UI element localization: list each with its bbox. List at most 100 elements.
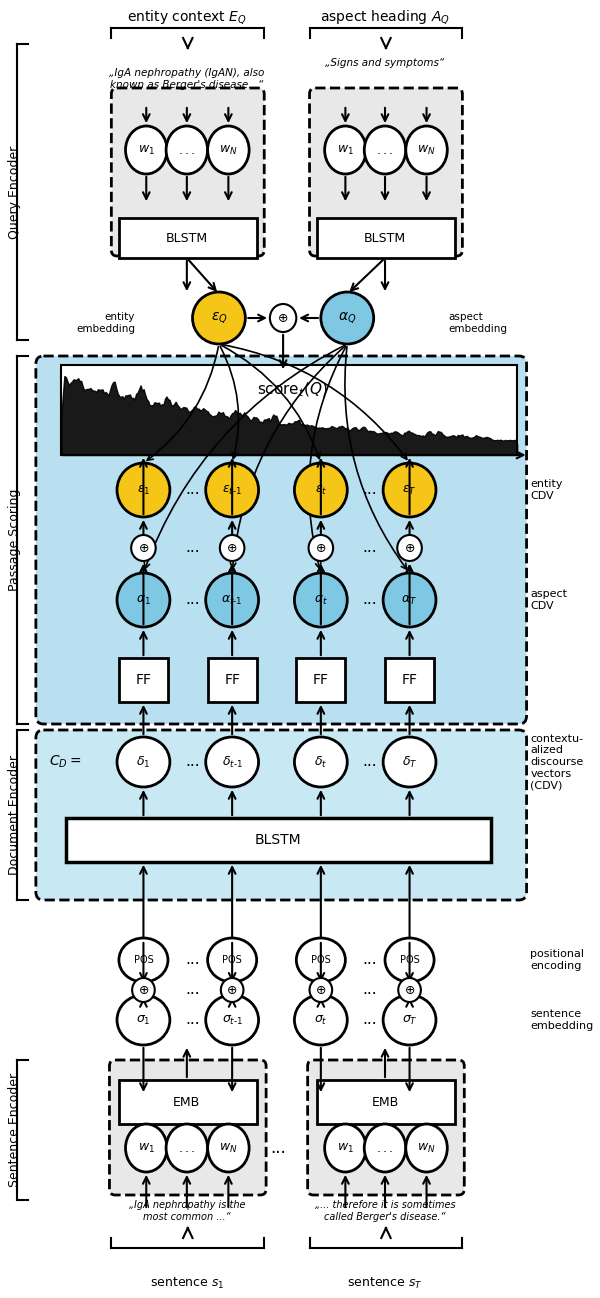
Text: $\epsilon_{t\text{-}1}$: $\epsilon_{t\text{-}1}$: [222, 483, 242, 497]
Text: $\epsilon_Q$: $\epsilon_Q$: [211, 310, 227, 326]
Text: entity context $E_Q$: entity context $E_Q$: [127, 8, 247, 26]
Text: BLSTM: BLSTM: [166, 231, 208, 244]
Text: ...: ...: [185, 754, 200, 770]
Text: $...$: $...$: [376, 1141, 394, 1154]
Text: $C_D =$: $C_D =$: [49, 754, 82, 770]
Text: $\epsilon_1$: $\epsilon_1$: [137, 483, 150, 497]
FancyBboxPatch shape: [112, 88, 264, 256]
Text: FF: FF: [401, 672, 418, 687]
Ellipse shape: [383, 463, 436, 517]
Text: aspect
CDV: aspect CDV: [530, 589, 568, 611]
Text: contextu-
alized
discourse
vectors
(CDV): contextu- alized discourse vectors (CDV): [530, 733, 584, 790]
Text: ...: ...: [362, 483, 377, 497]
Text: ...: ...: [185, 983, 200, 997]
Text: $w_1$: $w_1$: [138, 144, 155, 157]
Text: $\epsilon_T$: $\epsilon_T$: [402, 483, 417, 497]
Text: BLSTM: BLSTM: [255, 833, 302, 848]
Ellipse shape: [383, 737, 436, 787]
Text: POS: POS: [222, 955, 242, 964]
FancyBboxPatch shape: [308, 1060, 464, 1195]
Text: $\oplus$: $\oplus$: [404, 984, 415, 997]
Text: $\sigma_1$: $\sigma_1$: [136, 1014, 151, 1027]
Text: $\oplus$: $\oplus$: [315, 984, 326, 997]
Text: $\oplus$: $\oplus$: [138, 984, 149, 997]
Circle shape: [270, 304, 296, 332]
Text: FF: FF: [224, 672, 240, 687]
Text: $w_N$: $w_N$: [219, 1141, 238, 1154]
Text: Query Encoder: Query Encoder: [8, 145, 20, 239]
Ellipse shape: [364, 1124, 406, 1172]
Circle shape: [131, 535, 156, 561]
Ellipse shape: [208, 938, 257, 983]
Text: Document Encoder: Document Encoder: [8, 755, 20, 875]
Text: ...: ...: [185, 1012, 200, 1028]
Text: ...: ...: [185, 483, 200, 497]
Text: ...: ...: [362, 540, 377, 556]
Bar: [317, 1080, 455, 1124]
Ellipse shape: [125, 1124, 167, 1172]
Circle shape: [397, 535, 422, 561]
Ellipse shape: [206, 737, 259, 787]
Ellipse shape: [125, 126, 167, 174]
Text: $...$: $...$: [376, 144, 394, 157]
Text: POS: POS: [134, 955, 154, 964]
Text: $w_1$: $w_1$: [337, 144, 354, 157]
Text: sentence $s_1$: sentence $s_1$: [149, 1276, 224, 1292]
Text: sentence
embedding: sentence embedding: [530, 1010, 593, 1031]
Text: entity
CDV: entity CDV: [530, 479, 563, 501]
Text: $\oplus$: $\oplus$: [226, 541, 238, 554]
Bar: [61, 365, 517, 456]
Ellipse shape: [117, 996, 170, 1045]
Text: ...: ...: [362, 983, 377, 997]
FancyBboxPatch shape: [36, 356, 527, 724]
Text: ...: ...: [185, 540, 200, 556]
Text: $\alpha_1$: $\alpha_1$: [136, 593, 151, 606]
Text: $\oplus$: $\oplus$: [404, 541, 415, 554]
Ellipse shape: [325, 126, 366, 174]
Ellipse shape: [208, 126, 249, 174]
Text: $w_1$: $w_1$: [138, 1141, 155, 1154]
Text: $\epsilon_t$: $\epsilon_t$: [314, 483, 327, 497]
Ellipse shape: [295, 572, 347, 627]
Text: positional
encoding: positional encoding: [530, 949, 584, 971]
Text: ...: ...: [271, 1140, 286, 1157]
Circle shape: [221, 977, 244, 1002]
Text: POS: POS: [311, 955, 331, 964]
Ellipse shape: [119, 938, 168, 983]
Ellipse shape: [117, 463, 170, 517]
Ellipse shape: [208, 1124, 249, 1172]
Text: $w_N$: $w_N$: [417, 144, 436, 157]
FancyBboxPatch shape: [36, 729, 527, 900]
Ellipse shape: [385, 938, 434, 983]
Bar: [385, 658, 434, 702]
Text: $\delta_{t\text{-}1}$: $\delta_{t\text{-}1}$: [221, 754, 242, 770]
Text: Sentence Encoder: Sentence Encoder: [8, 1073, 20, 1188]
Bar: [317, 218, 455, 258]
Bar: [208, 658, 257, 702]
Bar: [119, 218, 257, 258]
Text: $\alpha_t$: $\alpha_t$: [314, 593, 328, 606]
Text: aspect heading $A_Q$: aspect heading $A_Q$: [320, 8, 450, 26]
Text: $\oplus$: $\oplus$: [315, 541, 326, 554]
Text: ...: ...: [185, 953, 200, 967]
Text: sentence $s_T$: sentence $s_T$: [347, 1276, 423, 1292]
Text: ...: ...: [185, 592, 200, 607]
Text: EMB: EMB: [371, 1096, 398, 1108]
Ellipse shape: [406, 1124, 447, 1172]
Text: $w_N$: $w_N$: [417, 1141, 436, 1154]
FancyBboxPatch shape: [310, 88, 463, 256]
Text: $...$: $...$: [178, 1141, 196, 1154]
Ellipse shape: [206, 572, 259, 627]
Text: $\delta_1$: $\delta_1$: [136, 754, 151, 770]
Ellipse shape: [166, 126, 208, 174]
Text: $\alpha_T$: $\alpha_T$: [401, 593, 418, 606]
Text: $\oplus$: $\oplus$: [138, 541, 149, 554]
Circle shape: [132, 977, 155, 1002]
Ellipse shape: [117, 737, 170, 787]
Text: $\alpha_{t\text{-}1}$: $\alpha_{t\text{-}1}$: [221, 593, 243, 606]
Text: ...: ...: [362, 1012, 377, 1028]
Circle shape: [398, 977, 421, 1002]
Text: $w_N$: $w_N$: [219, 144, 238, 157]
Text: $w_1$: $w_1$: [337, 1141, 354, 1154]
Bar: [66, 818, 491, 862]
